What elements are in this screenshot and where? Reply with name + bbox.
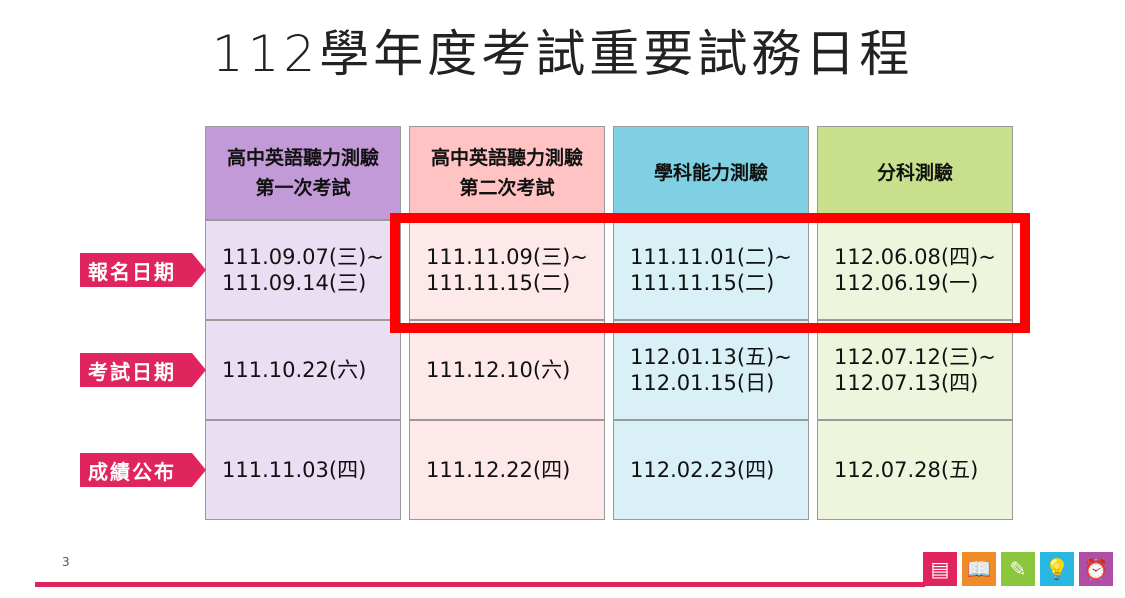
book-icon: 📖 — [962, 552, 996, 586]
table-cell: 112.07.28(五) — [817, 420, 1013, 520]
table-cell: 112.02.23(四) — [613, 420, 809, 520]
highlight-box — [390, 213, 1030, 333]
slide-title: 112學年度考試重要試務日程 — [211, 25, 914, 83]
table-column: 高中英語聽力測驗 第二次考試 111.11.09(三)~ 111.11.15(二)… — [409, 126, 605, 520]
page-number: 3 — [62, 555, 70, 569]
table-cell: 111.11.03(四) — [205, 420, 401, 520]
table-column: 高中英語聽力測驗 第一次考試 111.09.07(三)~ 111.09.14(三)… — [205, 126, 401, 520]
table-cell: 111.09.07(三)~ 111.09.14(三) — [205, 220, 401, 320]
pencil-icon: ✎ — [1001, 552, 1035, 586]
column-header: 學科能力測驗 — [613, 126, 809, 220]
table-cell: 111.10.22(六) — [205, 320, 401, 420]
lightbulb-icon: 💡 — [1040, 552, 1074, 586]
table-cell: 112.01.13(五)~ 112.01.15(日) — [613, 320, 809, 420]
table-cell: 111.11.09(三)~ 111.11.15(二) — [409, 220, 605, 320]
table-cell: 111.12.22(四) — [409, 420, 605, 520]
footer-bar — [35, 582, 925, 587]
alarm-clock-icon: ⏰ — [1079, 552, 1113, 586]
table-cell: 111.12.10(六) — [409, 320, 605, 420]
column-header: 高中英語聽力測驗 第二次考試 — [409, 126, 605, 220]
column-header: 分科測驗 — [817, 126, 1013, 220]
table-cell: 112.06.08(四)~ 112.06.19(一) — [817, 220, 1013, 320]
row-label: 成績公布 — [80, 453, 206, 487]
column-header: 高中英語聽力測驗 第一次考試 — [205, 126, 401, 220]
table-column: 學科能力測驗 111.11.01(二)~ 111.11.15(二) 112.01.1… — [613, 126, 809, 520]
table-column: 分科測驗 112.06.08(四)~ 112.06.19(一) 112.07.12(… — [817, 126, 1013, 520]
row-label: 報名日期 — [80, 253, 206, 287]
table-cell: 111.11.01(二)~ 111.11.15(二) — [613, 220, 809, 320]
table-cell: 112.07.12(三)~ 112.07.13(四) — [817, 320, 1013, 420]
row-label: 考試日期 — [80, 353, 206, 387]
ticket-icon: ▤ — [923, 552, 957, 586]
